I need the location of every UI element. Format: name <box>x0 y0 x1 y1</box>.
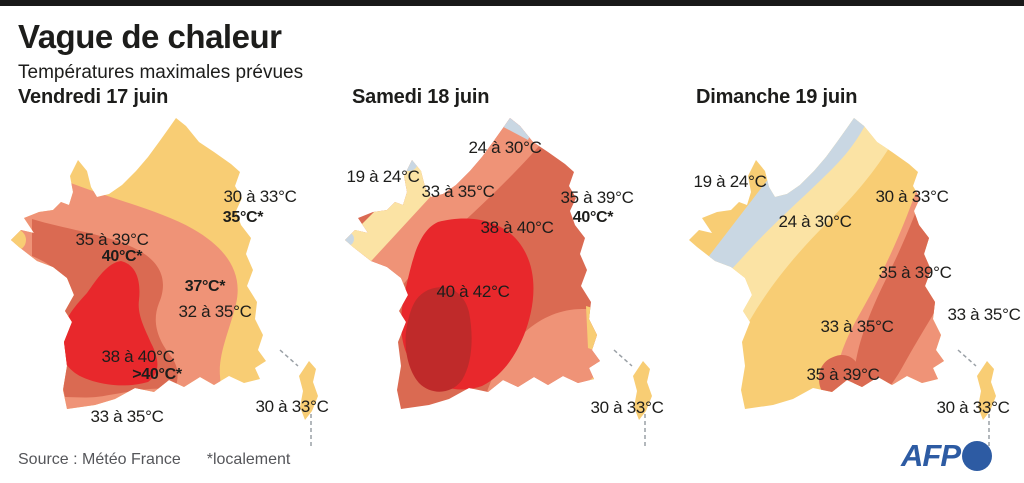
france-map-dimanche: 19 à 24°C 24 à 30°C 30 à 33°C 35 à 39°C 33 à… <box>686 114 1024 462</box>
map-day-title: Dimanche 19 juin <box>696 86 858 108</box>
corsica-island <box>299 361 318 420</box>
france-map-svg <box>689 118 996 446</box>
temp-label: 40 à 42°C <box>436 282 510 301</box>
afp-logo: AFP <box>901 438 992 474</box>
temp-label: >40°C* <box>132 366 182 383</box>
temp-label: 33 à 35°C <box>947 305 1021 324</box>
temp-label: 30 à 33°C <box>936 398 1010 417</box>
corsica-island <box>633 361 652 420</box>
france-map-svg <box>345 118 652 446</box>
france-map-samedi: 24 à 30°C 19 à 24°C 33 à 35°C 35 à 39°C 40°C… <box>342 114 680 462</box>
temp-label: 30 à 33°C <box>875 187 949 206</box>
afp-logo-text: AFP <box>901 438 961 473</box>
top-accent-bar <box>0 0 1024 6</box>
infographic-title: Vague de chaleur <box>18 18 282 55</box>
zone-boundary-dash <box>279 349 299 367</box>
temp-label: 30 à 33°C <box>223 187 297 206</box>
temp-label: 35 à 39°C <box>806 365 880 384</box>
zone-boundary-dash <box>613 349 633 367</box>
temp-label: 33 à 35°C <box>421 182 495 201</box>
source-text: Source : Météo France <box>18 451 181 468</box>
temp-label: 35 à 39°C <box>878 263 952 282</box>
temp-label: 35 à 39°C <box>560 188 634 207</box>
temp-label: 38 à 40°C <box>101 347 175 366</box>
temp-label: 19 à 24°C <box>346 167 420 186</box>
temp-label: 33 à 35°C <box>90 407 164 426</box>
map-day-title: Vendredi 17 juin <box>18 86 169 108</box>
temp-label: 40°C* <box>101 248 143 265</box>
temp-label: 35 à 39°C <box>75 230 149 249</box>
zone-boundary-dash <box>957 349 977 367</box>
temp-label: 32 à 35°C <box>178 302 252 321</box>
afp-logo-dot <box>962 441 992 471</box>
temp-label: 30 à 33°C <box>255 397 329 416</box>
temp-label: 35°C* <box>222 209 264 226</box>
map-panel-samedi: Samedi 18 juin <box>342 86 680 476</box>
map-panel-dimanche: Dimanche 19 juin 19 à 24°C 24 à 30°C 30 à … <box>686 86 1024 476</box>
temp-label: 19 à 24°C <box>693 172 767 191</box>
footnote-localement: *localement <box>206 451 291 468</box>
map-day-title: Samedi 18 juin <box>352 86 490 108</box>
temp-label: 38 à 40°C <box>480 218 554 237</box>
temp-label: 37°C* <box>184 278 226 295</box>
france-map-vendredi: 30 à 33°C 35°C* 35 à 39°C 40°C* 37°C* 32 à 35… <box>8 114 346 462</box>
infographic-header: Vague de chaleur Températures maximales … <box>18 18 303 84</box>
map-panel-vendredi: Vendredi 17 juin 30 à 33°C 35°C* 35 à 39°C… <box>8 86 346 476</box>
temp-label: 24 à 30°C <box>778 212 852 231</box>
temp-label: 24 à 30°C <box>468 138 542 157</box>
france-map-svg <box>11 118 318 446</box>
footer: Source : Météo France *localement <box>18 451 290 469</box>
temp-label: 30 à 33°C <box>590 398 664 417</box>
corsica-island <box>977 361 996 420</box>
temp-label: 40°C* <box>572 209 614 226</box>
temp-label: 33 à 35°C <box>820 317 894 336</box>
infographic-subtitle: Températures maximales prévues <box>18 62 304 83</box>
